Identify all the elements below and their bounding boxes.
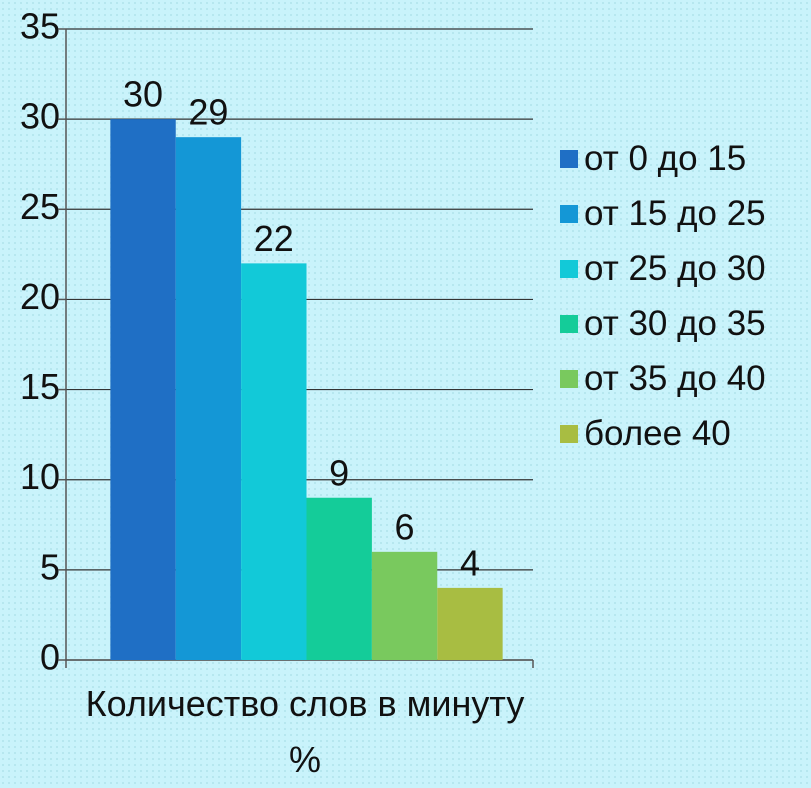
- legend-swatch: [560, 150, 578, 168]
- legend-label: более 40: [584, 409, 806, 459]
- bar: [372, 552, 437, 660]
- legend-label: от 15 до 25: [584, 189, 806, 239]
- legend-item: от 0 до 15: [560, 134, 810, 184]
- legend-item: более 40: [560, 409, 810, 459]
- legend-item: от 35 до 40: [560, 354, 810, 404]
- legend-label: от 25 до 30: [584, 244, 806, 294]
- legend-label: от 35 до 40: [584, 354, 806, 404]
- y-tick-label: 5: [40, 546, 60, 587]
- legend-swatch: [560, 260, 578, 278]
- legend-item: от 30 до 35: [560, 299, 810, 349]
- y-tick-label: 30: [20, 96, 60, 137]
- y-tick-label: 25: [20, 186, 60, 227]
- data-label: 4: [460, 542, 480, 583]
- legend-swatch: [560, 370, 578, 388]
- y-tick-label: 15: [20, 366, 60, 407]
- data-label: 6: [395, 506, 415, 547]
- legend-label: от 0 до 15: [584, 134, 806, 184]
- data-label: 22: [254, 218, 294, 259]
- bar: [110, 119, 175, 660]
- bar: [241, 263, 306, 660]
- page: html, body { margin: 0; padding: 0; } bo…: [0, 0, 811, 781]
- data-label: 29: [188, 92, 228, 133]
- bar: [307, 498, 372, 660]
- bar: [437, 588, 502, 660]
- legend-label: от 30 до 35: [584, 299, 806, 349]
- y-tick-label: 35: [20, 6, 60, 47]
- x-category-label: Количество слов в минуту %: [80, 676, 530, 788]
- bar: [176, 137, 241, 660]
- y-tick-label: 0: [40, 637, 60, 678]
- legend-swatch: [560, 205, 578, 223]
- data-label: 9: [329, 452, 349, 493]
- y-tick-label: 20: [20, 276, 60, 317]
- legend-item: от 25 до 30: [560, 244, 810, 294]
- legend-swatch: [560, 425, 578, 443]
- legend: от 0 до 15от 15 до 25от 25 до 30от 30 до…: [560, 134, 810, 459]
- y-tick-label: 10: [20, 456, 60, 497]
- legend-swatch: [560, 315, 578, 333]
- legend-item: от 15 до 25: [560, 189, 810, 239]
- body: {"chart_data": {"type": "bar", "categori…: [0, 0, 811, 781]
- data-label: 30: [123, 74, 163, 115]
